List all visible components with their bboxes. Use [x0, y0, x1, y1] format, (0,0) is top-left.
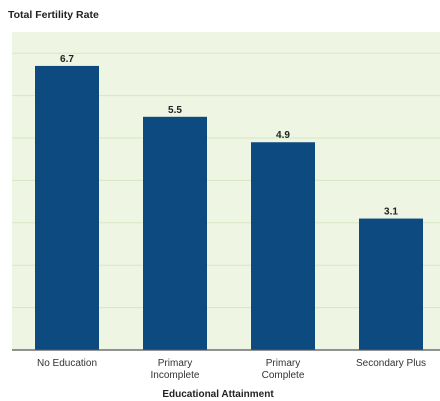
x-tick-label: Primary [266, 358, 300, 369]
labels: 6.7No Education5.5PrimaryIncomplete4.9Pr… [37, 54, 426, 381]
bar [35, 65, 99, 351]
data-label: 4.9 [276, 130, 290, 141]
x-tick-label: Primary [158, 358, 192, 369]
bars [35, 65, 423, 351]
x-tick-label: Complete [262, 370, 305, 381]
bar [359, 218, 423, 350]
bar [143, 116, 207, 350]
x-tick-label: Incomplete [151, 370, 200, 381]
x-tick-label: Secondary Plus [356, 358, 426, 369]
chart-title: Total Fertility Rate [8, 9, 99, 21]
data-label: 6.7 [60, 54, 74, 65]
bar [251, 142, 315, 350]
data-label: 3.1 [384, 207, 398, 218]
data-label: 5.5 [168, 105, 182, 116]
x-axis-title: Educational Attainment [162, 389, 274, 400]
x-tick-label: No Education [37, 358, 97, 369]
